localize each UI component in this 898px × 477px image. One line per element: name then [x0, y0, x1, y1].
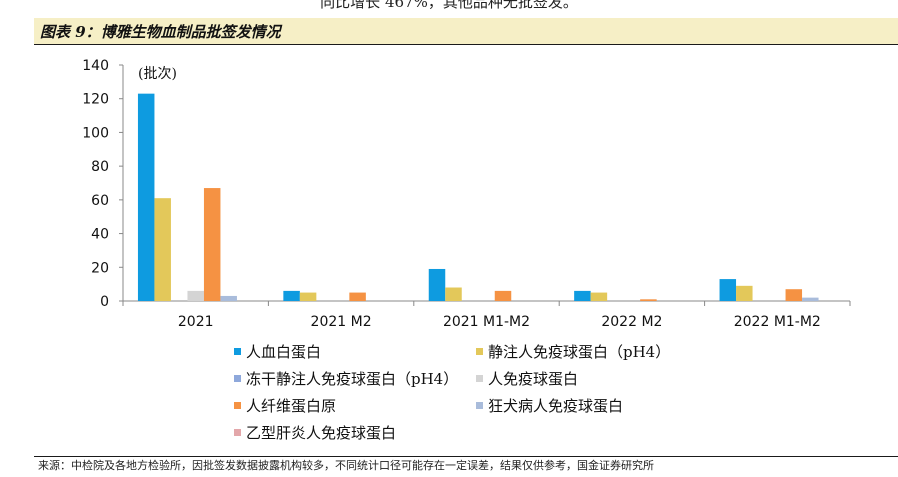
truncated-preceding-text: 同比增长 467%，其他品种无批签发。: [320, 0, 578, 11]
legend-item: 冻干静注人免疫球蛋白（pH4）: [234, 366, 458, 390]
legend-item: 乙型肝炎人免疫球蛋白: [234, 420, 396, 444]
y-tick-label: 20: [91, 260, 109, 276]
legend-label: 人免疫球蛋白: [488, 369, 579, 388]
legend-label: 人纤维蛋白原: [246, 396, 337, 415]
y-tick-label: 140: [82, 58, 109, 74]
bar-series-group: [137, 93, 819, 302]
bar: [349, 292, 366, 301]
source-text: 来源：中检院及各地方检验所，因批签发数据披露机构较多，不同统计口径可能存在一定误…: [38, 459, 654, 472]
legend-item: 人血白蛋白: [234, 339, 321, 363]
bar: [428, 268, 446, 301]
bar: [203, 188, 221, 301]
bar: [220, 295, 237, 301]
legend-swatch: [234, 401, 241, 409]
legend-item: 人免疫球蛋白: [476, 366, 578, 390]
legend-item: 静注人免疫球蛋白（pH4）: [476, 339, 670, 363]
legend-swatch: [234, 347, 241, 355]
bar: [154, 198, 171, 301]
bar: [494, 290, 512, 301]
legend-swatch: [476, 401, 483, 409]
legend-item: 狂犬病人免疫球蛋白: [476, 393, 623, 417]
legend-swatch: [234, 374, 241, 382]
y-tick-label: 120: [82, 92, 109, 108]
y-axis: 0 20 40 60 80 100 120 140: [82, 58, 124, 310]
legend-swatch: [476, 374, 483, 382]
bar: [283, 290, 300, 301]
x-category-label: 2022 M1-M2: [734, 314, 821, 330]
bar: [785, 289, 803, 301]
bar: [445, 287, 462, 301]
x-category-label: 2021 M1-M2: [443, 314, 530, 330]
bar: [640, 299, 657, 301]
legend-label: 乙型肝炎人免疫球蛋白: [246, 423, 397, 442]
bar: [719, 279, 737, 301]
x-category-label: 2021 M2: [311, 314, 372, 330]
legend-label: 人血白蛋白: [246, 342, 322, 361]
y-tick-label: 0: [100, 294, 109, 310]
x-axis: 2021 2021 M2 2021 M1-M2 2022 M2 2022 M1-M2: [122, 300, 851, 330]
bar: [187, 290, 204, 301]
y-tick-label: 100: [82, 125, 109, 141]
bar: [736, 285, 753, 301]
legend-item: 人纤维蛋白原: [234, 393, 336, 417]
legend-swatch: [476, 347, 483, 355]
x-category-label: 2021: [178, 314, 214, 330]
source-note: 来源：中检院及各地方检验所，因批签发数据披露机构较多，不同统计口径可能存在一定误…: [34, 456, 898, 477]
legend-swatch: [234, 428, 241, 436]
bar: [590, 292, 608, 301]
legend-label: 静注人免疫球蛋白（pH4）: [488, 342, 671, 361]
bar: [137, 93, 155, 302]
figure-title-bar: 图表 9：博雅生物血制品批签发情况: [34, 18, 898, 45]
x-category-label: 2022 M2: [601, 314, 662, 330]
legend-label: 狂犬病人免疫球蛋白: [488, 396, 624, 415]
y-tick-label: 60: [91, 193, 109, 209]
figure-title: 图表 9：博雅生物血制品批签发情况: [40, 23, 281, 41]
y-tick-label: 80: [91, 159, 109, 175]
legend-label: 冻干静注人免疫球蛋白（pH4）: [246, 369, 459, 388]
bar: [299, 292, 317, 301]
y-tick-label: 40: [91, 227, 109, 243]
bar: [574, 290, 591, 301]
bar: [802, 297, 819, 301]
y-unit-label: (批次): [138, 66, 177, 82]
